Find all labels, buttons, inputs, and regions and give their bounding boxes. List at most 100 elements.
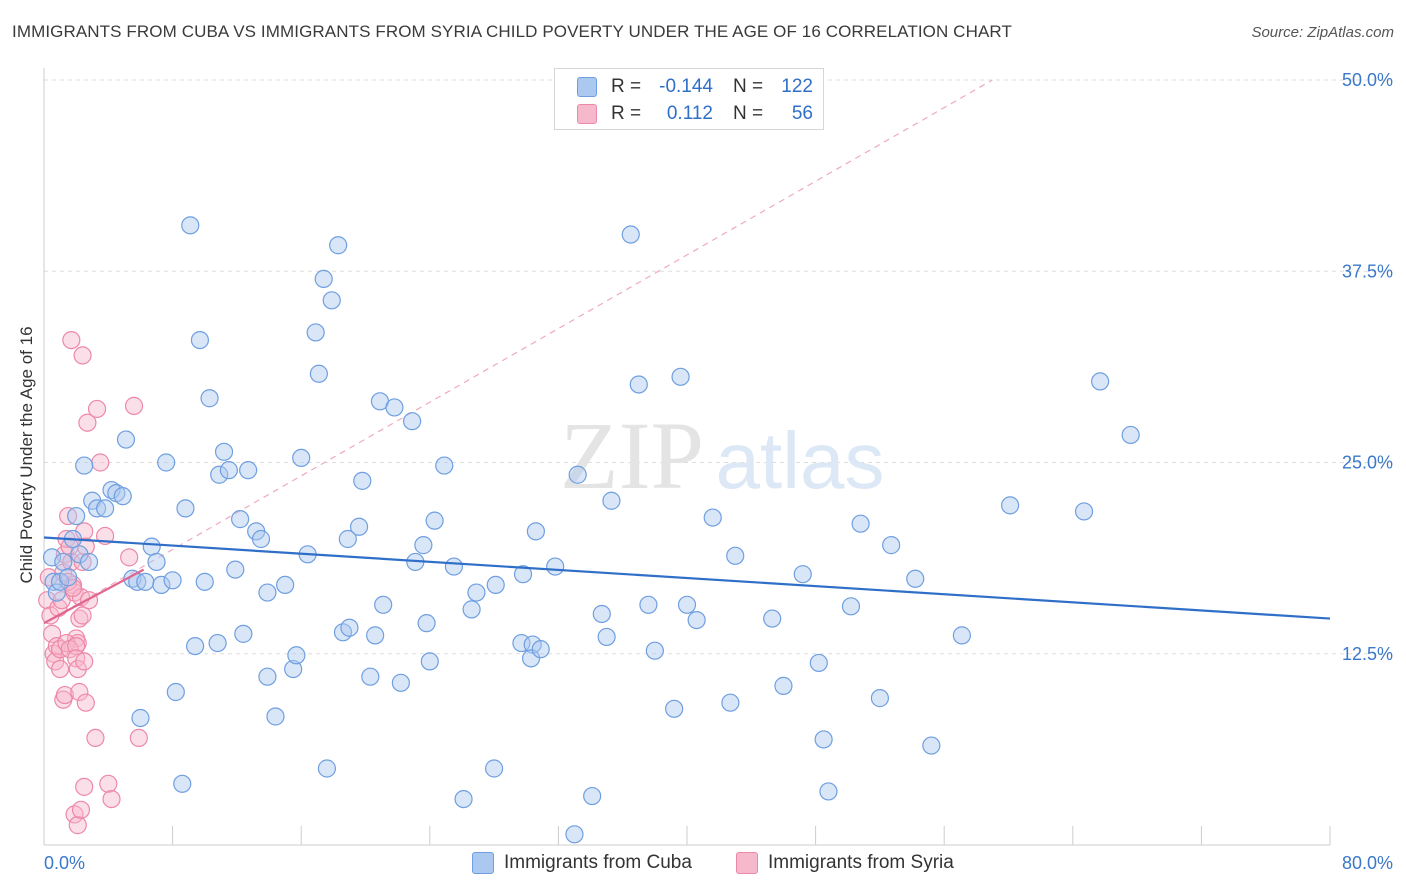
legend-label-cuba: Immigrants from Cuba bbox=[504, 852, 692, 873]
cuba-point bbox=[1121, 425, 1140, 445]
cuba-point bbox=[67, 506, 86, 526]
syria-point bbox=[78, 413, 97, 432]
cuba-point bbox=[322, 291, 341, 310]
legend-item-cuba: Immigrants from Cuba bbox=[472, 852, 692, 874]
cuba-point bbox=[597, 627, 616, 647]
cuba-point bbox=[292, 448, 311, 468]
cuba-point bbox=[841, 597, 861, 616]
cuba-point bbox=[403, 412, 422, 431]
cuba-point bbox=[231, 510, 250, 529]
cuba-point bbox=[454, 789, 473, 809]
cuba-point bbox=[485, 759, 504, 778]
cuba-point bbox=[513, 565, 533, 584]
syria-point bbox=[70, 682, 89, 702]
cuba-point bbox=[774, 676, 793, 695]
cuba-point bbox=[329, 236, 348, 255]
legend-item-syria: Immigrants from Syria bbox=[736, 852, 954, 874]
syria-point bbox=[99, 774, 118, 793]
source-label: Source: ZipAtlas.com bbox=[1251, 24, 1394, 41]
cuba-point bbox=[414, 536, 433, 555]
cuba-point bbox=[306, 323, 325, 342]
trend-line-cuba bbox=[43, 536, 1331, 620]
cuba-point bbox=[366, 626, 385, 645]
trend-line-syria bbox=[43, 568, 145, 625]
cuba-point bbox=[195, 572, 214, 591]
y-tick-label: 50.0% bbox=[1342, 70, 1393, 90]
cuba-point bbox=[333, 623, 353, 642]
cuba-point bbox=[44, 572, 63, 591]
cuba-point bbox=[181, 216, 200, 235]
y-tick-label: 25.0% bbox=[1342, 453, 1393, 473]
cuba-point bbox=[317, 759, 337, 778]
cuba-point bbox=[102, 480, 121, 500]
cuba-point bbox=[152, 575, 171, 595]
syria-point bbox=[129, 728, 148, 748]
syria-point bbox=[76, 693, 95, 712]
syria-point bbox=[124, 396, 144, 415]
cuba-point bbox=[882, 536, 901, 555]
cuba-point bbox=[568, 465, 587, 484]
cuba-point bbox=[444, 557, 464, 576]
cuba-point bbox=[677, 595, 697, 614]
cuba-point bbox=[47, 583, 66, 602]
cuba-point bbox=[486, 575, 505, 595]
cuba-point bbox=[671, 367, 690, 386]
cuba-point bbox=[258, 583, 277, 602]
cuba-point bbox=[819, 782, 838, 801]
cuba-point bbox=[353, 471, 372, 490]
cuba-point bbox=[173, 774, 192, 793]
cuba-point bbox=[226, 560, 245, 579]
cuba-point bbox=[565, 825, 584, 844]
cuba-point bbox=[621, 225, 640, 244]
cuba-point bbox=[234, 624, 253, 643]
legend-swatch-syria bbox=[577, 104, 597, 124]
cuba-point bbox=[361, 667, 380, 686]
cuba-point bbox=[200, 389, 219, 408]
syria-point bbox=[87, 399, 107, 419]
cuba-point bbox=[592, 604, 611, 624]
legend-swatch-cuba bbox=[577, 77, 597, 97]
syria-point bbox=[68, 816, 87, 835]
cuba-point bbox=[147, 552, 166, 572]
cuba-point bbox=[467, 583, 486, 602]
cuba-point bbox=[703, 508, 722, 527]
y-tick-label: 37.5% bbox=[1342, 261, 1393, 281]
legend-r-label: R = bbox=[611, 76, 642, 97]
cuba-point bbox=[435, 456, 454, 475]
cuba-point bbox=[922, 736, 941, 755]
cuba-point bbox=[851, 514, 870, 533]
cuba-point bbox=[639, 595, 658, 614]
cuba-point bbox=[314, 269, 333, 288]
cuba-point bbox=[287, 646, 306, 665]
cuba-point bbox=[809, 653, 828, 673]
cuba-point bbox=[276, 575, 295, 595]
legend-n-label: N = bbox=[733, 103, 764, 124]
correlation-legend: R = -0.144 N = 122 R = 0.112 N = 56 bbox=[554, 68, 824, 130]
cuba-point bbox=[420, 652, 439, 671]
cuba-point bbox=[210, 465, 229, 484]
cuba-point bbox=[721, 693, 740, 712]
axes bbox=[43, 68, 1331, 846]
cuba-point bbox=[645, 641, 664, 660]
cuba-point bbox=[793, 565, 812, 584]
cuba-point bbox=[95, 499, 115, 518]
cuba-point bbox=[239, 461, 258, 480]
grid-lines bbox=[44, 79, 1394, 655]
syria-point bbox=[86, 728, 105, 748]
cuba-point bbox=[629, 375, 648, 394]
cuba-point bbox=[190, 331, 210, 350]
syria-point bbox=[70, 609, 89, 628]
cuba-point bbox=[42, 548, 62, 567]
cuba-point bbox=[186, 636, 205, 656]
cuba-point bbox=[142, 537, 161, 556]
cuba-point bbox=[176, 499, 195, 518]
cuba-point bbox=[258, 667, 277, 686]
legend-n-value: 122 bbox=[781, 76, 813, 97]
legend-row-syria: R = 0.112 N = 56 bbox=[577, 100, 813, 128]
legend-swatch-syria bbox=[736, 852, 758, 874]
syria-point bbox=[55, 685, 74, 705]
cuba-point bbox=[521, 649, 541, 668]
cuba-point bbox=[531, 640, 550, 659]
x-tick-label: 0.0% bbox=[44, 853, 85, 873]
